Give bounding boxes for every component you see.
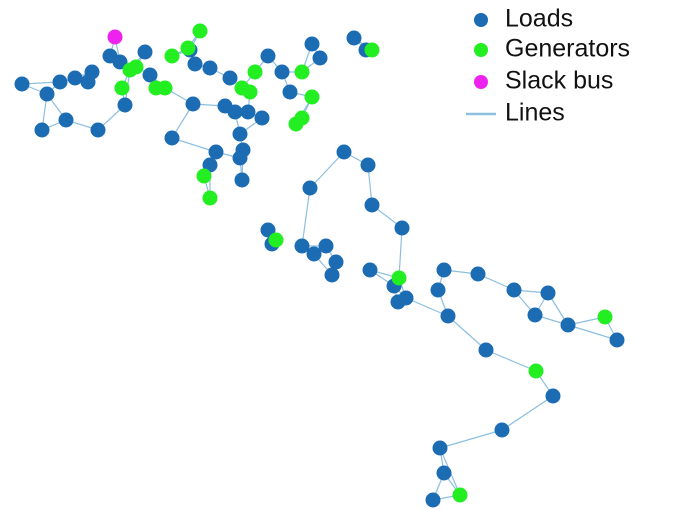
generator-bus — [452, 487, 468, 503]
load-bus — [436, 262, 452, 278]
load-bus — [425, 492, 441, 508]
load-bus — [346, 30, 362, 46]
buses — [14, 23, 625, 508]
generator-bus — [528, 363, 544, 379]
load-bus — [164, 130, 180, 146]
slack-bus — [107, 29, 123, 45]
load-bus — [58, 112, 74, 128]
legend-label: Slack bus — [505, 67, 613, 95]
load-bus — [494, 422, 510, 438]
generator-bus — [288, 116, 304, 132]
load-bus — [117, 97, 133, 113]
load-bus — [318, 238, 334, 254]
line — [501, 395, 554, 431]
load-bus — [90, 122, 106, 138]
generator-bus — [391, 270, 407, 286]
load-bus — [304, 36, 320, 52]
line — [171, 137, 217, 153]
load-bus — [360, 157, 376, 173]
load-bus — [430, 282, 446, 298]
legend-label: Loads — [505, 5, 573, 33]
generator-bus — [247, 64, 263, 80]
load-bus — [260, 48, 276, 64]
load-bus — [254, 110, 270, 126]
generator-bus — [192, 23, 208, 39]
load-bus — [470, 266, 486, 282]
load-bus — [232, 126, 248, 142]
line — [439, 429, 503, 449]
load-bus — [312, 50, 328, 66]
load-bus — [112, 54, 128, 70]
load-bus — [394, 220, 410, 236]
load-bus — [560, 317, 576, 333]
load-bus — [328, 254, 344, 270]
legend-label: Generators — [505, 35, 630, 63]
load-bus — [137, 44, 153, 60]
load-bus — [39, 86, 55, 102]
load-bus — [506, 282, 522, 298]
load-bus — [222, 70, 238, 86]
generator-bus — [122, 62, 138, 78]
legend-marker — [474, 75, 488, 89]
generator-bus — [164, 48, 180, 64]
load-bus — [478, 342, 494, 358]
load-bus — [282, 84, 298, 100]
load-bus — [52, 74, 68, 90]
load-bus — [34, 122, 50, 138]
line — [309, 151, 345, 189]
generator-bus — [294, 64, 310, 80]
load-bus — [67, 70, 83, 86]
legend-marker — [474, 43, 488, 57]
line — [301, 187, 311, 247]
load-bus — [432, 440, 448, 456]
load-bus — [202, 60, 218, 76]
generator-bus — [180, 40, 196, 56]
line — [567, 324, 618, 341]
line — [398, 227, 403, 279]
load-bus — [80, 74, 96, 90]
generator-bus — [114, 80, 130, 96]
load-bus — [390, 294, 406, 310]
load-bus — [232, 150, 248, 166]
load-bus — [142, 67, 158, 83]
load-bus — [187, 56, 203, 72]
generator-bus — [304, 89, 320, 105]
load-bus — [336, 144, 352, 160]
generator-bus — [268, 232, 284, 248]
load-bus — [306, 246, 322, 262]
load-bus — [302, 180, 318, 196]
load-bus — [545, 388, 561, 404]
load-bus — [14, 76, 30, 92]
load-bus — [609, 332, 625, 348]
legend-marker — [474, 13, 488, 27]
generator-bus — [597, 309, 613, 325]
load-bus — [527, 307, 543, 323]
generator-bus — [364, 42, 380, 58]
generator-bus — [196, 168, 212, 184]
load-bus — [364, 197, 380, 213]
line — [485, 349, 537, 372]
load-bus — [202, 157, 218, 173]
line — [405, 297, 449, 317]
load-bus — [324, 267, 340, 283]
load-bus — [260, 222, 276, 238]
load-bus — [540, 285, 556, 301]
load-bus — [208, 144, 224, 160]
load-bus — [274, 64, 290, 80]
load-bus — [440, 308, 456, 324]
load-bus — [234, 172, 250, 188]
load-bus — [185, 96, 201, 112]
load-bus — [294, 238, 310, 254]
generator-bus — [157, 80, 173, 96]
load-bus — [436, 465, 452, 481]
load-bus — [362, 262, 378, 278]
generator-bus — [202, 190, 218, 206]
line — [447, 315, 487, 351]
generator-bus — [242, 84, 258, 100]
legend: Loads Generators Slack bus Lines — [466, 5, 630, 127]
load-bus — [240, 104, 256, 120]
load-bus — [227, 104, 243, 120]
legend-label: Lines — [505, 99, 565, 127]
